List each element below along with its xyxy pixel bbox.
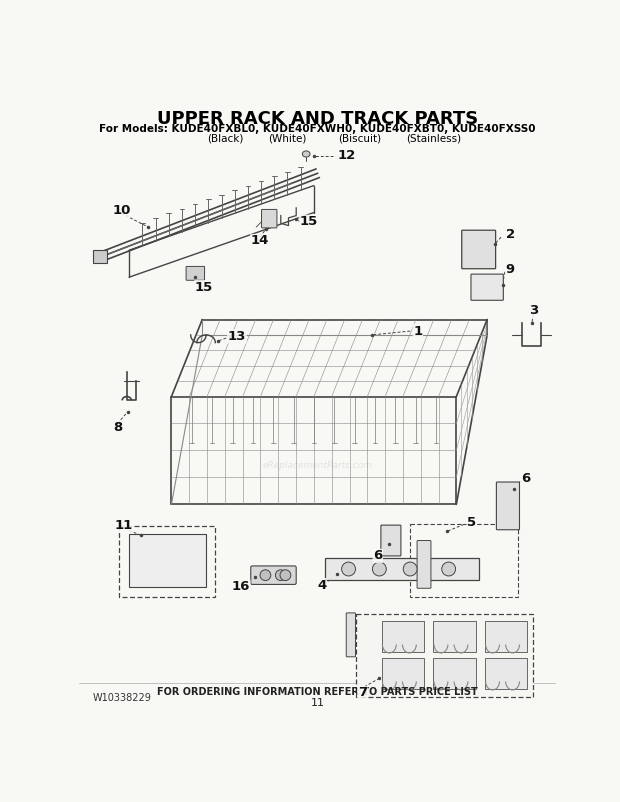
Text: eReplacementParts.com: eReplacementParts.com xyxy=(263,461,373,470)
FancyBboxPatch shape xyxy=(346,613,355,657)
Bar xyxy=(485,658,527,689)
Text: W10338229: W10338229 xyxy=(93,694,152,703)
Ellipse shape xyxy=(303,151,310,157)
Text: 10: 10 xyxy=(112,204,131,217)
Text: (Stainless): (Stainless) xyxy=(405,134,461,144)
Text: 15: 15 xyxy=(195,281,213,294)
Text: (Biscuit): (Biscuit) xyxy=(339,134,382,144)
Text: 5: 5 xyxy=(467,516,476,529)
Bar xyxy=(129,533,206,588)
Text: 14: 14 xyxy=(251,234,269,248)
Bar xyxy=(433,622,476,652)
Bar xyxy=(356,614,533,697)
Text: 11: 11 xyxy=(311,698,325,708)
Text: (White): (White) xyxy=(268,134,306,144)
Circle shape xyxy=(403,562,417,576)
Bar xyxy=(382,622,424,652)
Bar xyxy=(93,250,107,262)
Text: 9: 9 xyxy=(506,263,515,276)
Text: 8: 8 xyxy=(113,421,122,434)
Text: 15: 15 xyxy=(299,215,317,229)
Bar xyxy=(410,524,518,597)
Text: 11: 11 xyxy=(115,520,133,533)
Bar xyxy=(433,658,476,689)
FancyBboxPatch shape xyxy=(381,525,401,556)
Text: 4: 4 xyxy=(317,579,326,592)
Circle shape xyxy=(373,562,386,576)
FancyBboxPatch shape xyxy=(462,230,495,269)
Bar xyxy=(326,558,479,580)
Circle shape xyxy=(260,569,271,581)
Text: 16: 16 xyxy=(231,580,250,593)
Text: 1: 1 xyxy=(414,325,422,338)
Circle shape xyxy=(275,569,286,581)
Text: 2: 2 xyxy=(506,229,515,241)
Text: 13: 13 xyxy=(228,330,246,343)
Circle shape xyxy=(280,569,291,581)
Bar xyxy=(119,526,215,597)
FancyBboxPatch shape xyxy=(417,541,431,589)
Text: 3: 3 xyxy=(529,304,538,317)
Bar xyxy=(382,658,424,689)
FancyBboxPatch shape xyxy=(497,482,520,530)
Text: For Models: KUDE40FXBL0, KUDE40FXWH0, KUDE40FXBT0, KUDE40FXSS0: For Models: KUDE40FXBL0, KUDE40FXWH0, KU… xyxy=(99,124,536,134)
FancyBboxPatch shape xyxy=(262,209,277,228)
Text: UPPER RACK AND TRACK PARTS: UPPER RACK AND TRACK PARTS xyxy=(157,110,479,128)
Text: (Black): (Black) xyxy=(207,134,244,144)
FancyBboxPatch shape xyxy=(471,274,503,300)
Text: 6: 6 xyxy=(521,472,530,485)
FancyBboxPatch shape xyxy=(250,566,296,585)
Text: FOR ORDERING INFORMATION REFER TO PARTS PRICE LIST: FOR ORDERING INFORMATION REFER TO PARTS … xyxy=(157,687,478,697)
Text: 6: 6 xyxy=(373,549,383,562)
FancyBboxPatch shape xyxy=(186,266,205,280)
Text: 12: 12 xyxy=(338,149,356,162)
Circle shape xyxy=(342,562,355,576)
Text: 7: 7 xyxy=(358,687,367,699)
Circle shape xyxy=(441,562,456,576)
Bar xyxy=(485,622,527,652)
